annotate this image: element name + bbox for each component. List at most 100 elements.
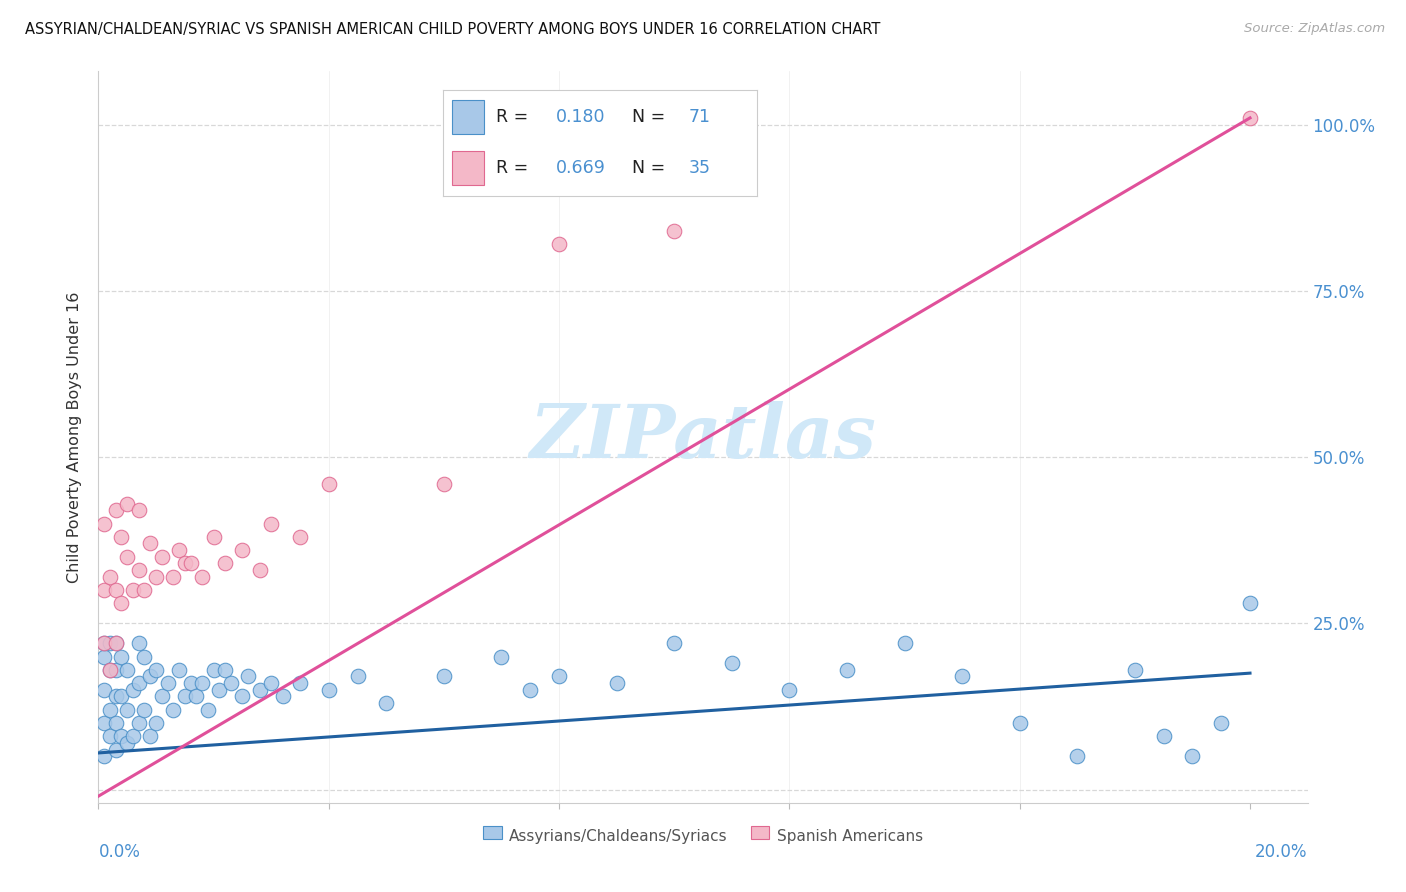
Point [128, 563, 150, 577]
Point [288, 676, 311, 690]
Point [231, 543, 253, 558]
Point [835, 663, 858, 677]
Point [122, 729, 145, 743]
Point [93, 516, 115, 531]
Point [110, 729, 132, 743]
Legend: Assyrians/Chaldeans/Syriacs, Spanish Americans: Assyrians/Chaldeans/Syriacs, Spanish Ame… [477, 822, 929, 850]
Point [214, 663, 236, 677]
Point [128, 503, 150, 517]
Point [110, 649, 132, 664]
Point [98, 663, 121, 677]
Point [139, 729, 162, 743]
Point [104, 636, 127, 650]
Y-axis label: Child Poverty Among Boys Under 16: Child Poverty Among Boys Under 16 [67, 292, 83, 582]
Point [128, 716, 150, 731]
Point [93, 582, 115, 597]
Point [134, 703, 156, 717]
Point [104, 742, 127, 756]
Point [1239, 596, 1261, 610]
Point [93, 682, 115, 697]
Point [93, 636, 115, 650]
Point [1123, 663, 1146, 677]
Point [271, 690, 294, 704]
Point [1066, 749, 1088, 764]
Point [893, 636, 915, 650]
Point [720, 656, 742, 670]
Point [173, 690, 195, 704]
Point [139, 669, 162, 683]
Point [173, 557, 195, 571]
Point [115, 549, 138, 564]
Point [128, 676, 150, 690]
Point [375, 696, 398, 710]
Point [93, 716, 115, 731]
Point [433, 476, 456, 491]
Point [145, 716, 167, 731]
Point [110, 530, 132, 544]
Point [156, 676, 179, 690]
Point [318, 682, 340, 697]
Point [1153, 729, 1175, 743]
Point [115, 663, 138, 677]
Point [664, 636, 686, 650]
Point [98, 636, 121, 650]
Point [150, 549, 173, 564]
Point [167, 543, 190, 558]
Point [110, 596, 132, 610]
Point [191, 676, 214, 690]
Point [249, 563, 271, 577]
Point [231, 690, 253, 704]
Point [122, 682, 145, 697]
Point [1239, 111, 1261, 125]
Point [346, 669, 368, 683]
Point [139, 536, 162, 550]
Point [260, 516, 283, 531]
Point [104, 690, 127, 704]
Point [606, 676, 628, 690]
Point [548, 669, 571, 683]
Point [433, 669, 456, 683]
Point [1008, 716, 1031, 731]
Point [167, 663, 190, 677]
Point [214, 557, 236, 571]
Text: 20.0%: 20.0% [1256, 843, 1308, 861]
Point [115, 703, 138, 717]
Point [236, 669, 259, 683]
Point [664, 224, 686, 238]
Point [104, 636, 127, 650]
Point [98, 703, 121, 717]
Point [191, 570, 214, 584]
Point [219, 676, 242, 690]
Point [145, 570, 167, 584]
Point [104, 716, 127, 731]
Point [128, 636, 150, 650]
Point [249, 682, 271, 697]
Point [115, 497, 138, 511]
Point [318, 476, 340, 491]
Point [202, 530, 225, 544]
Point [162, 570, 184, 584]
Point [180, 676, 202, 690]
Point [548, 237, 571, 252]
Point [260, 676, 283, 690]
Text: ZIPatlas: ZIPatlas [530, 401, 876, 474]
Point [93, 636, 115, 650]
Point [134, 582, 156, 597]
Point [104, 663, 127, 677]
Point [93, 649, 115, 664]
Point [180, 557, 202, 571]
Point [778, 682, 800, 697]
Point [288, 530, 311, 544]
Point [98, 729, 121, 743]
Point [208, 682, 231, 697]
Point [115, 736, 138, 750]
Point [162, 703, 184, 717]
Text: 0.0%: 0.0% [98, 843, 141, 861]
Text: Source: ZipAtlas.com: Source: ZipAtlas.com [1244, 22, 1385, 36]
Point [98, 570, 121, 584]
Point [186, 690, 208, 704]
Point [110, 690, 132, 704]
Point [98, 663, 121, 677]
Point [197, 703, 219, 717]
Text: ASSYRIAN/CHALDEAN/SYRIAC VS SPANISH AMERICAN CHILD POVERTY AMONG BOYS UNDER 16 C: ASSYRIAN/CHALDEAN/SYRIAC VS SPANISH AMER… [25, 22, 880, 37]
